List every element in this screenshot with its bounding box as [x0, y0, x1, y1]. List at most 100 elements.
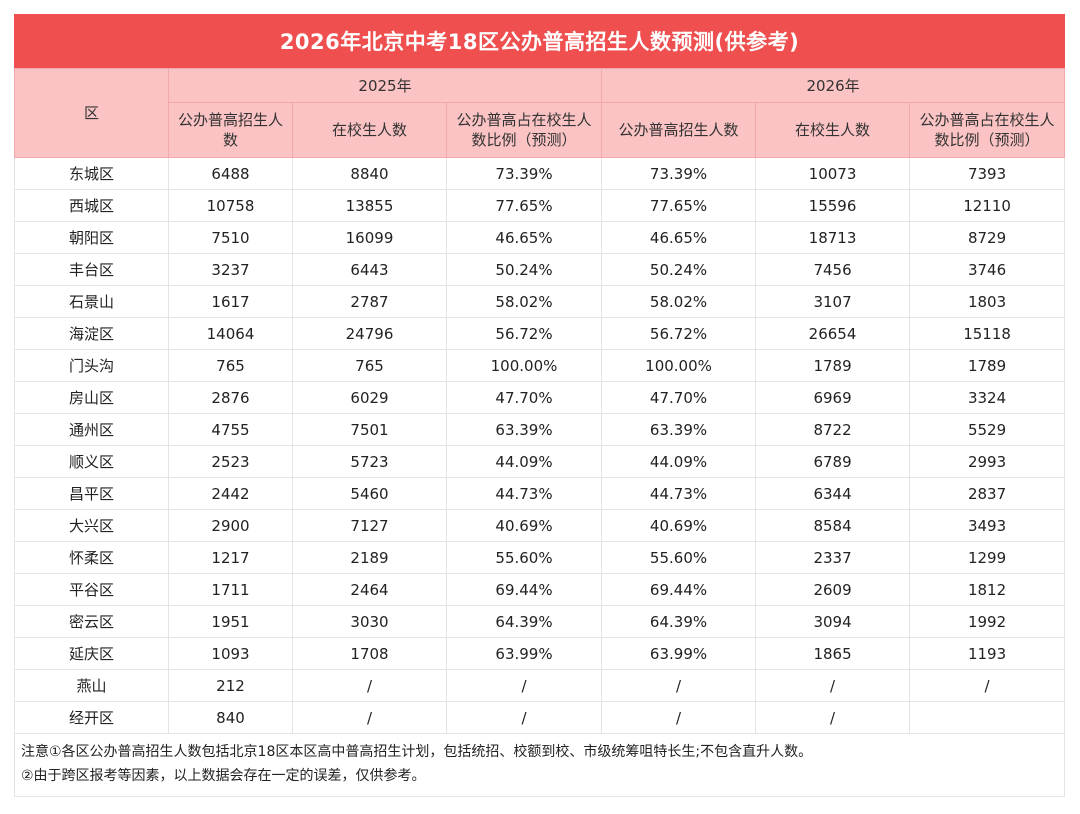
- header-2025-enroll: 公办普高招生人数: [168, 102, 293, 158]
- cell-2026-ratio: 5529: [909, 413, 1066, 446]
- cell-2026-students: 6344: [755, 477, 911, 510]
- cell-2025-students: 16099: [292, 221, 447, 254]
- table-row: 燕山 212// / / /: [14, 669, 1066, 702]
- table-row: 怀柔区 1217 2189 55.60% 55.60% 2337 1299: [14, 541, 1066, 574]
- cell-2025-students: 24796: [292, 317, 447, 350]
- cell-2025-enroll: 2523: [168, 445, 293, 478]
- cell-2026-students: 2609: [755, 573, 911, 606]
- page-title: 2026年北京中考18区公办普高招生人数预测(供参考): [14, 14, 1065, 68]
- cell-2026-students: /: [755, 669, 911, 702]
- cell-2025-ratio: 47.70%: [445, 381, 603, 414]
- cell-district: 海淀区: [14, 317, 169, 350]
- header-year-2026: 2026年: [601, 68, 1066, 103]
- cell-2025-students: 5723: [292, 445, 447, 478]
- cell-2025-ratio: 64.39%: [445, 605, 603, 638]
- cell-2026-enroll: 44.09%: [601, 445, 757, 478]
- cell-2026-students: 15596: [755, 189, 911, 222]
- cell-2025-ratio: 63.99%: [445, 637, 603, 670]
- table-row: 昌平区 2442 5460 44.73% 44.73% 6344 2837: [14, 477, 1066, 510]
- cell-2025-ratio: 58.02%: [445, 285, 603, 318]
- note-1: 注意①各区公办普高招生人数包括北京18区本区高中普高招生计划，包括统招、校额到校…: [21, 744, 813, 760]
- cell-2026-enroll: 47.70%: [601, 381, 757, 414]
- cell-2026-students: 26654: [755, 317, 911, 350]
- cell-2026-ratio: 3746: [909, 253, 1066, 286]
- table-row: 通州区 4755 7501 63.39% 63.39% 8722 5529: [14, 413, 1066, 446]
- table-container: 2026年北京中考18区公办普高招生人数预测(供参考) 区 2025年 2026…: [13, 14, 1066, 797]
- cell-district: 昌平区: [14, 477, 169, 510]
- cell-2025-students: /: [292, 701, 447, 734]
- cell-2025-ratio: 44.73%: [445, 477, 603, 510]
- cell-2026-ratio: 2837: [909, 477, 1066, 510]
- cell-2025-enroll: 212: [168, 669, 293, 702]
- cell-2025-enroll: 10758: [168, 189, 293, 222]
- cell-2026-enroll: 63.99%: [601, 637, 757, 670]
- table-row: 门头沟 765 765 100.00% 100.00% 1789 1789: [14, 349, 1066, 382]
- cell-2025-enroll: 1093: [168, 637, 293, 670]
- cell-2026-ratio: 12110: [909, 189, 1066, 222]
- cell-2026-enroll: 44.73%: [601, 477, 757, 510]
- cell-2025-enroll: 1617: [168, 285, 293, 318]
- cell-2025-ratio: 63.39%: [445, 413, 603, 446]
- table-row: 东城区 6488 8840 73.39% 73.39% 10073 7393: [14, 157, 1066, 190]
- cell-2026-enroll: 73.39%: [601, 157, 757, 190]
- cell-2026-students: 1789: [755, 349, 911, 382]
- cell-2026-ratio: /: [909, 669, 1066, 702]
- cell-2025-enroll: 1951: [168, 605, 293, 638]
- cell-district: 顺义区: [14, 445, 169, 478]
- cell-2025-enroll: 6488: [168, 157, 293, 190]
- cell-2026-students: /: [755, 701, 911, 734]
- cell-2026-enroll: 40.69%: [601, 509, 757, 542]
- cell-2026-ratio: 1992: [909, 605, 1066, 638]
- cell-2026-ratio: 2993: [909, 445, 1066, 478]
- table-row: 大兴区 2900 7127 40.69% 40.69% 8584 3493: [14, 509, 1066, 542]
- cell-district: 怀柔区: [14, 541, 169, 574]
- cell-2026-ratio: 7393: [909, 157, 1066, 190]
- cell-2026-students: 8722: [755, 413, 911, 446]
- cell-2026-ratio: 15118: [909, 317, 1066, 350]
- header-2025-students: 在校生人数: [292, 102, 447, 158]
- cell-2025-ratio: 44.09%: [445, 445, 603, 478]
- cell-2025-ratio: 50.24%: [445, 253, 603, 286]
- cell-2025-enroll: 3237: [168, 253, 293, 286]
- cell-2026-students: 2337: [755, 541, 911, 574]
- cell-district: 丰台区: [14, 253, 169, 286]
- header-2026-students: 在校生人数: [755, 102, 911, 158]
- table-row: 朝阳区 7510 16099 46.65% 46.65% 18713 8729: [14, 221, 1066, 254]
- cell-2026-ratio: [909, 701, 1066, 734]
- table-header: 区 2025年 2026年 公办普高招生人数 在校生人数 公办普高占在校生人数比…: [14, 68, 1066, 158]
- cell-district: 通州区: [14, 413, 169, 446]
- cell-2026-enroll: 55.60%: [601, 541, 757, 574]
- enrollment-table: 区 2025年 2026年 公办普高招生人数 在校生人数 公办普高占在校生人数比…: [13, 68, 1066, 797]
- cell-2026-enroll: 63.39%: [601, 413, 757, 446]
- cell-district: 燕山: [14, 669, 169, 702]
- cell-2026-ratio: 1812: [909, 573, 1066, 606]
- cell-2026-students: 10073: [755, 157, 911, 190]
- cell-2026-students: 7456: [755, 253, 911, 286]
- cell-2025-students: 6029: [292, 381, 447, 414]
- cell-2025-ratio: 40.69%: [445, 509, 603, 542]
- table-body: 东城区 6488 8840 73.39% 73.39% 10073 7393 西城区 10758…: [13, 157, 1066, 797]
- header-year-2025: 2025年: [167, 68, 603, 103]
- cell-2026-enroll: 100.00%: [601, 349, 757, 382]
- cell-2025-students: /: [292, 669, 447, 702]
- cell-district: 平谷区: [14, 573, 169, 606]
- cell-2025-ratio: /: [445, 669, 603, 702]
- cell-2026-students: 3107: [755, 285, 911, 318]
- cell-2025-students: 7127: [292, 509, 447, 542]
- cell-district: 大兴区: [14, 509, 169, 542]
- note-2: ②由于跨区报考等因素，以上数据会存在一定的误差，仅供参考。: [21, 768, 426, 784]
- table-row: 延庆区 1093 1708 63.99% 63.99% 1865 1193: [14, 637, 1066, 670]
- cell-district: 石景山: [14, 285, 169, 318]
- table-row: 丰台区 3237 6443 50.24% 50.24% 7456 3746: [14, 253, 1066, 286]
- cell-2025-enroll: 7510: [168, 221, 293, 254]
- cell-2025-enroll: 4755: [168, 413, 293, 446]
- cell-2025-ratio: 56.72%: [445, 317, 603, 350]
- cell-district: 朝阳区: [14, 221, 169, 254]
- cell-2026-enroll: 77.65%: [601, 189, 757, 222]
- cell-2025-ratio: 73.39%: [445, 157, 603, 190]
- cell-2026-students: 6789: [755, 445, 911, 478]
- header-2025-ratio: 公办普高占在校生人数比例（预测）: [445, 102, 603, 158]
- table-row: 房山区 2876 6029 47.70% 47.70% 6969 3324: [14, 381, 1066, 414]
- header-2026-enroll: 公办普高招生人数: [601, 102, 757, 158]
- cell-2026-students: 8584: [755, 509, 911, 542]
